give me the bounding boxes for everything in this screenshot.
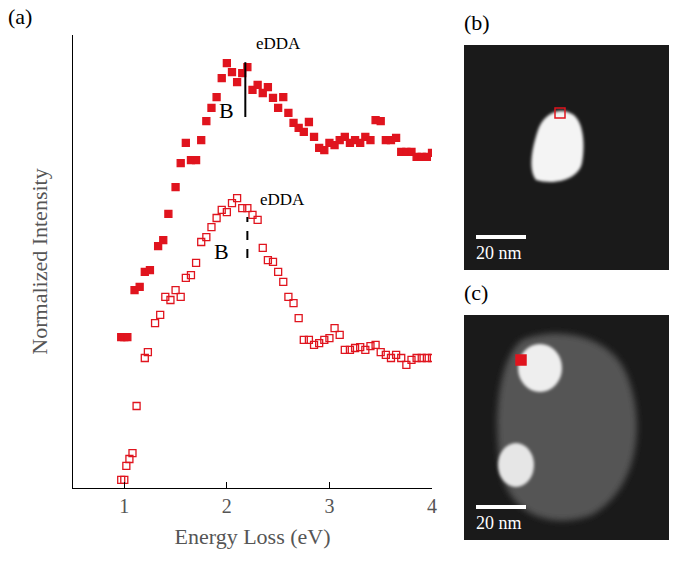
svg-text:20 nm: 20 nm <box>476 243 522 263</box>
svg-text:4: 4 <box>427 495 437 517</box>
html-text:(a): (a) <box>8 4 33 29</box>
svg-text:20 nm: 20 nm <box>476 513 522 533</box>
svg-text:eDDA: eDDA <box>256 34 301 53</box>
svg-text:(c): (c) <box>464 280 488 305</box>
svg-text:2: 2 <box>222 495 232 517</box>
svg-text:B: B <box>219 98 234 123</box>
svg-text:1: 1 <box>119 495 129 517</box>
svg-text:B: B <box>214 239 229 264</box>
svg-text:Normalized Intensity: Normalized Intensity <box>27 168 52 354</box>
svg-text:Energy Loss (eV): Energy Loss (eV) <box>175 524 331 549</box>
svg-text:eDDA: eDDA <box>260 190 305 209</box>
svg-text:3: 3 <box>324 495 334 517</box>
svg-text:(b): (b) <box>464 10 490 35</box>
